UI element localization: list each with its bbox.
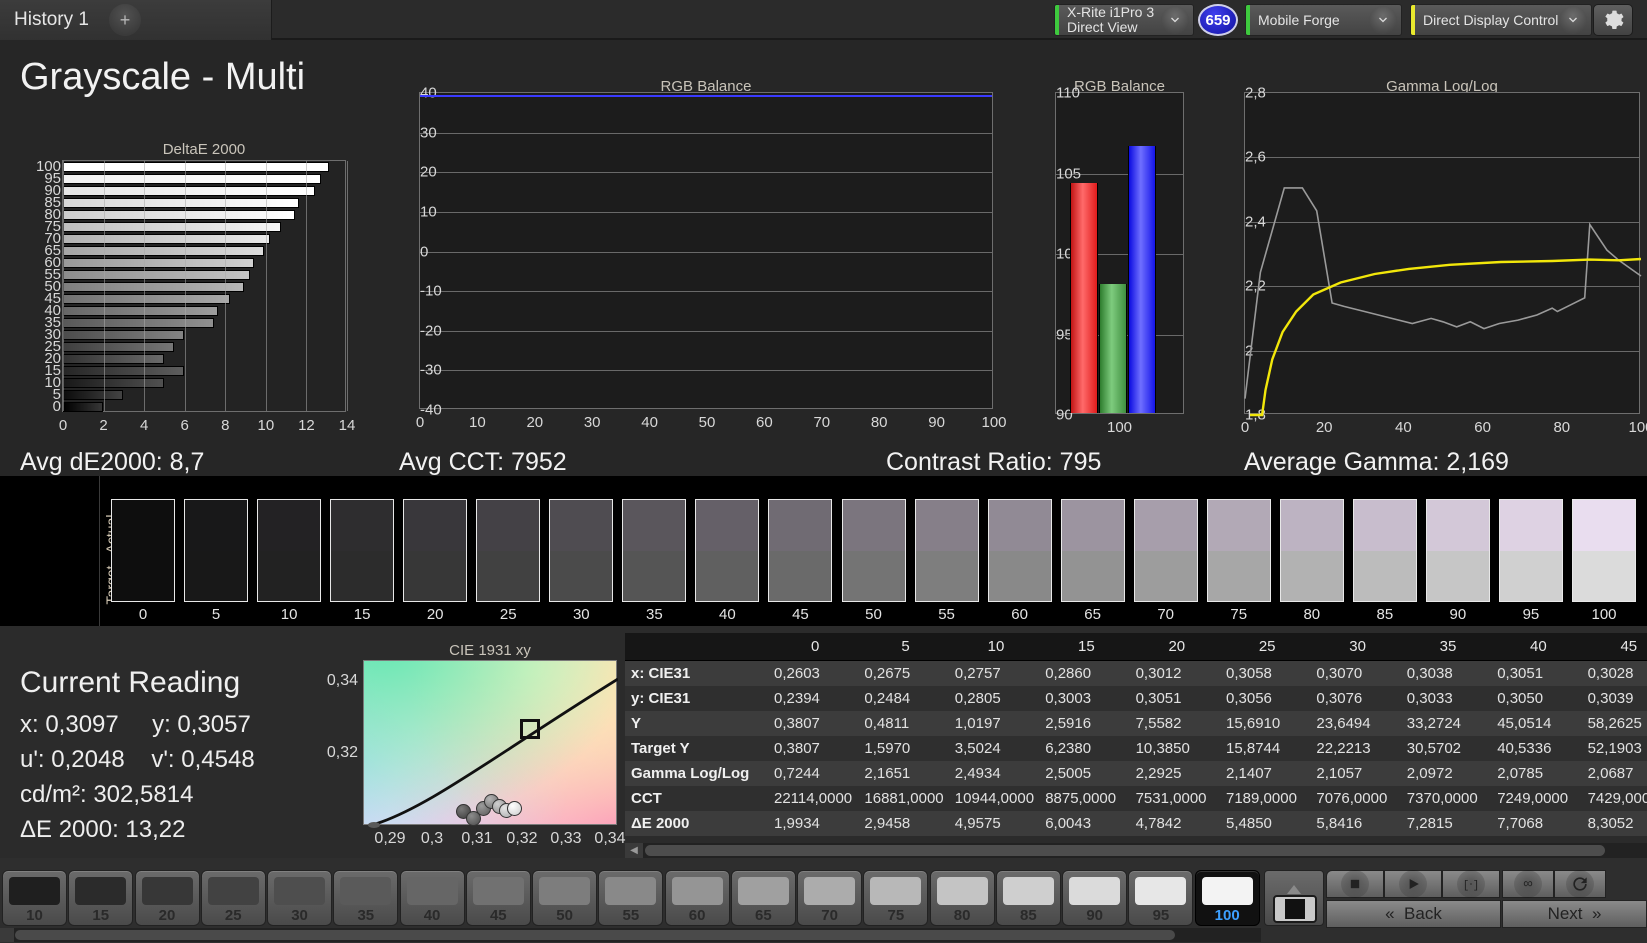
svg-text:[‧]: [‧]	[1463, 880, 1479, 892]
svg-text:∞: ∞	[1523, 875, 1533, 890]
